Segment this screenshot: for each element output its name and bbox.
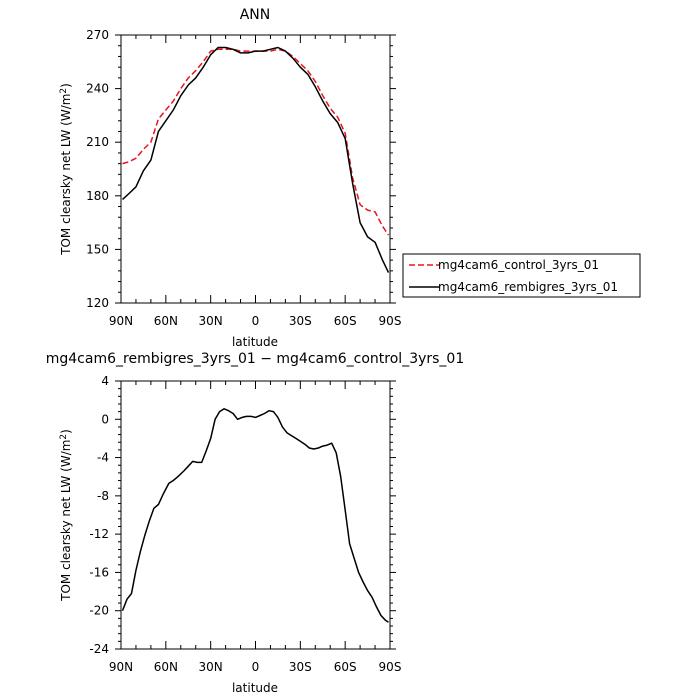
y-tick-label: -4	[97, 451, 109, 465]
x-tick-label: 0	[252, 660, 260, 674]
y-tick-label: -20	[89, 604, 109, 618]
bottom-panel: mg4cam6_rembigres_3yrs_01 − mg4cam6_cont…	[46, 351, 465, 695]
y-tick-label: -16	[89, 565, 109, 579]
x-tick-label: 30N	[199, 660, 223, 674]
x-tick-label: 0	[252, 314, 260, 328]
series-line-0-1	[121, 46, 390, 273]
bottom-panel-ylabel: TOM clearsky net LW (W/m2)	[59, 429, 73, 602]
x-tick-label: 60S	[334, 660, 357, 674]
legend-label-rembigres: mg4cam6_rembigres_3yrs_01	[438, 280, 618, 294]
x-tick-label: 90N	[109, 660, 133, 674]
y-tick-label: 120	[86, 296, 109, 310]
bottom-panel-xlabel: latitude	[232, 681, 278, 695]
top-panel-frame	[120, 34, 391, 304]
y-tick-label: 180	[86, 189, 109, 203]
x-tick-label: 30S	[289, 660, 312, 674]
x-tick-label: 30N	[199, 314, 223, 328]
y-tick-label: -24	[89, 642, 109, 656]
bottom-panel-ticks: 90N 60N 30N 0 30S 60S 90S 4 0 -4 -8 -12 -16 -20 -24	[89, 374, 401, 674]
top-panel-xlabel: latitude	[232, 335, 278, 349]
y-tick-label: -12	[89, 527, 109, 541]
series-line-0-0	[122, 48, 390, 236]
x-tick-label: 90S	[379, 660, 402, 674]
x-tick-label: 90N	[109, 314, 133, 328]
x-tick-label: 30S	[289, 314, 312, 328]
y-tick-label: 150	[86, 242, 109, 256]
top-panel: ANN 90N 60N 30N 0 30S 60S 90S 120 150 180 210 240 27…	[59, 7, 641, 349]
y-tick-label: 4	[101, 374, 109, 388]
y-tick-label: 270	[86, 28, 109, 42]
y-tick-label: 0	[101, 412, 109, 426]
bottom-panel-title: mg4cam6_rembigres_3yrs_01 − mg4cam6_cont…	[46, 351, 465, 367]
top-panel-ylabel: TOM clearsky net LW (W/m2)	[59, 83, 73, 256]
y-tick-label: 210	[86, 135, 109, 149]
x-tick-label: 90S	[379, 314, 402, 328]
y-tick-label: -8	[97, 489, 109, 503]
legend-box	[402, 253, 641, 298]
top-panel-ticks: 90N 60N 30N 0 30S 60S 90S 120 150 180 210 240 270	[86, 28, 401, 328]
bottom-panel-series	[121, 408, 389, 623]
top-panel-title: ANN	[240, 7, 271, 23]
series-line-1-0	[121, 408, 389, 623]
x-tick-label: 60N	[154, 314, 178, 328]
legend-label-control: mg4cam6_control_3yrs_01	[438, 258, 599, 272]
top-panel-series	[121, 46, 390, 273]
x-tick-label: 60N	[154, 660, 178, 674]
y-tick-label: 240	[86, 82, 109, 96]
bottom-panel-frame	[120, 380, 391, 650]
x-tick-label: 60S	[334, 314, 357, 328]
legend: mg4cam6_control_3yrs_01 mg4cam6_rembigre…	[402, 253, 641, 298]
